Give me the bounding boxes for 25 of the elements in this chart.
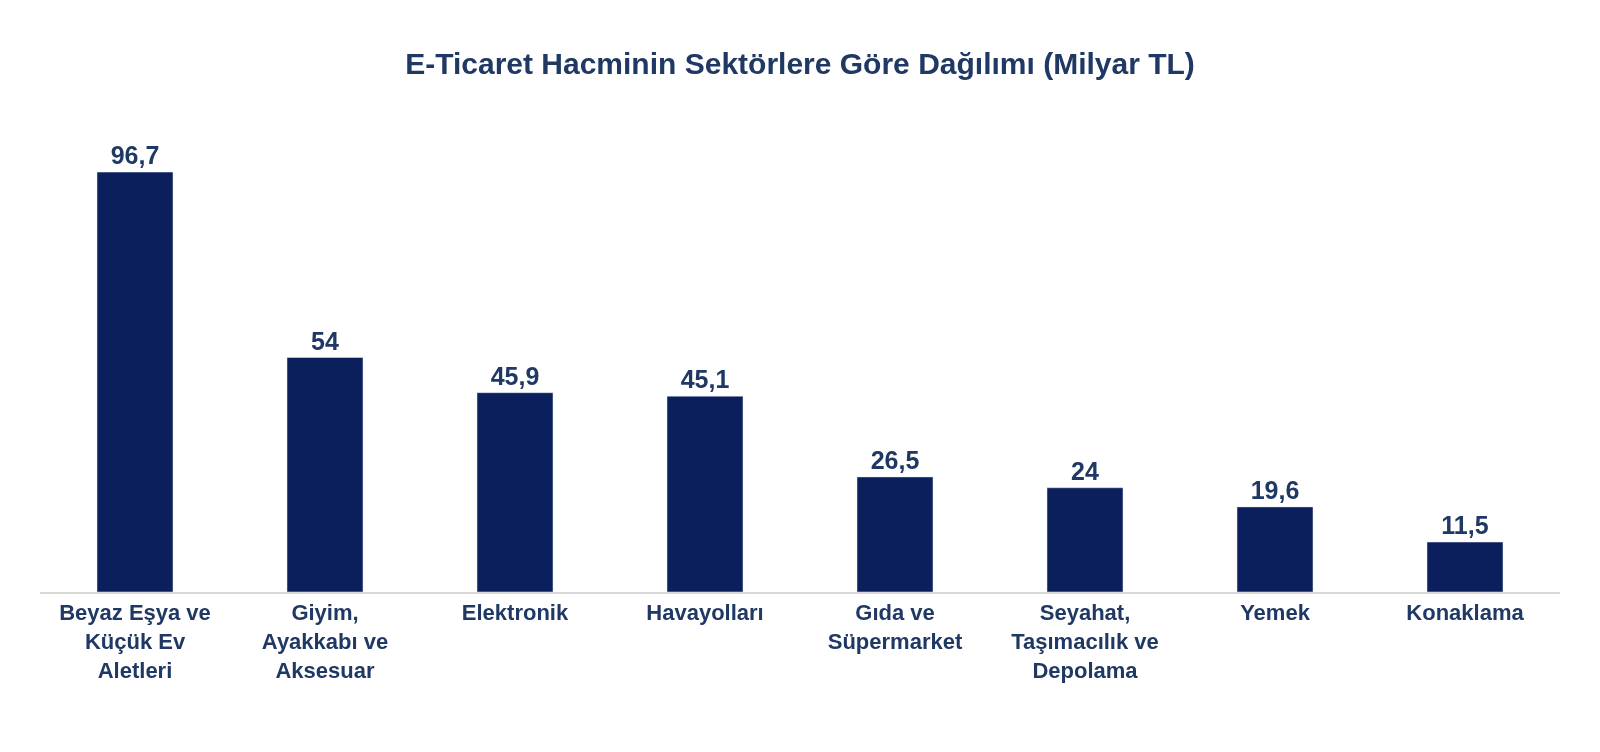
bar xyxy=(476,392,554,592)
x-tick-label: Gıda ve Süpermarket xyxy=(827,600,963,654)
x-tick-label: Havayolları xyxy=(646,600,764,626)
bar xyxy=(1236,506,1314,592)
bar xyxy=(666,395,744,592)
x-tick-label: Seyahat, Taşımacılık ve Depolama xyxy=(1011,600,1159,683)
x-tick-label: Yemek xyxy=(1240,600,1311,626)
x-tick-label: Giyim, Ayakkabı ve Aksesuar xyxy=(261,600,389,683)
chart-title: E-Ticaret Hacminin Sektörlere Göre Dağılımı (Milyar TL) xyxy=(405,46,1195,80)
x-tick-label: Elektronik xyxy=(461,600,569,626)
x-tick-label: Konaklama xyxy=(1406,600,1525,626)
bar xyxy=(286,357,364,592)
data-label: 19,6 xyxy=(1250,475,1300,504)
data-label: 54 xyxy=(311,326,339,355)
data-label: 26,5 xyxy=(870,445,920,474)
data-label: 45,1 xyxy=(680,365,730,394)
bar xyxy=(856,476,934,592)
bar xyxy=(96,171,174,592)
bar xyxy=(1426,541,1504,592)
bar xyxy=(1046,487,1124,592)
data-label: 45,9 xyxy=(490,361,540,390)
x-tick-label: Beyaz Eşya ve Küçük Ev Aletleri xyxy=(59,600,211,683)
data-label: 96,7 xyxy=(110,141,160,170)
data-label: 11,5 xyxy=(1441,511,1489,540)
data-label: 24 xyxy=(1071,456,1099,485)
